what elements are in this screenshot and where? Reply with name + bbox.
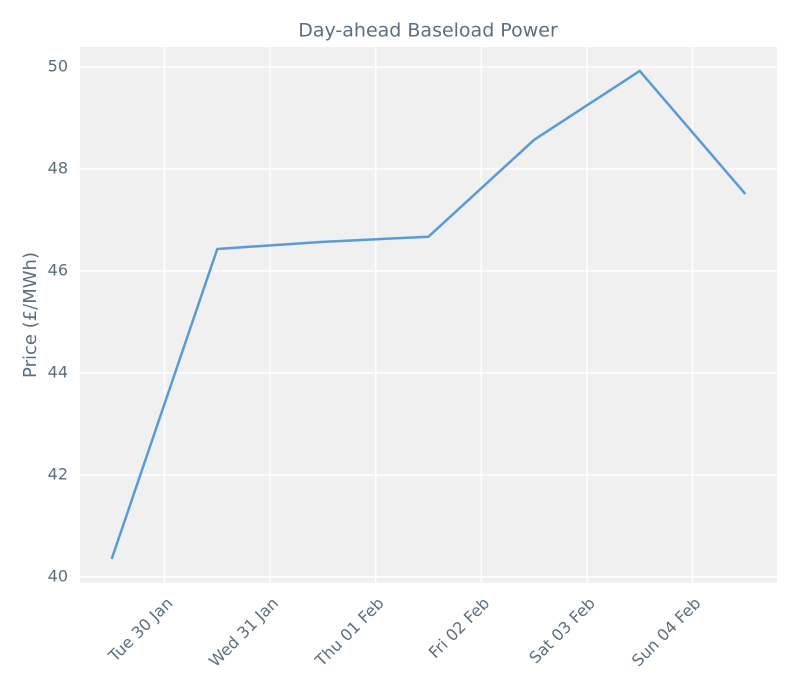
y-tick-label: 42: [48, 464, 68, 483]
plot-area: [80, 47, 777, 583]
x-tick-label: Sat 03 Feb: [525, 594, 599, 668]
y-tick-label: 40: [48, 566, 68, 585]
x-tick-label: Sun 04 Feb: [628, 594, 705, 671]
y-tick-label: 46: [48, 260, 68, 279]
line: [110, 69, 747, 560]
y-axis-label: Price (£/MWh): [20, 252, 41, 378]
y-tick-label: 44: [48, 362, 68, 381]
x-tick-label: Wed 31 Jan: [205, 594, 282, 671]
x-tick-label: Tue 30 Jan: [104, 594, 177, 667]
chart-title: Day-ahead Baseload Power: [298, 20, 558, 42]
x-tick-label: Thu 01 Feb: [311, 594, 388, 671]
y-tick-label: 48: [48, 158, 68, 177]
y-tick-label: 50: [48, 56, 68, 75]
x-tick-label: Fri 02 Feb: [425, 594, 494, 663]
